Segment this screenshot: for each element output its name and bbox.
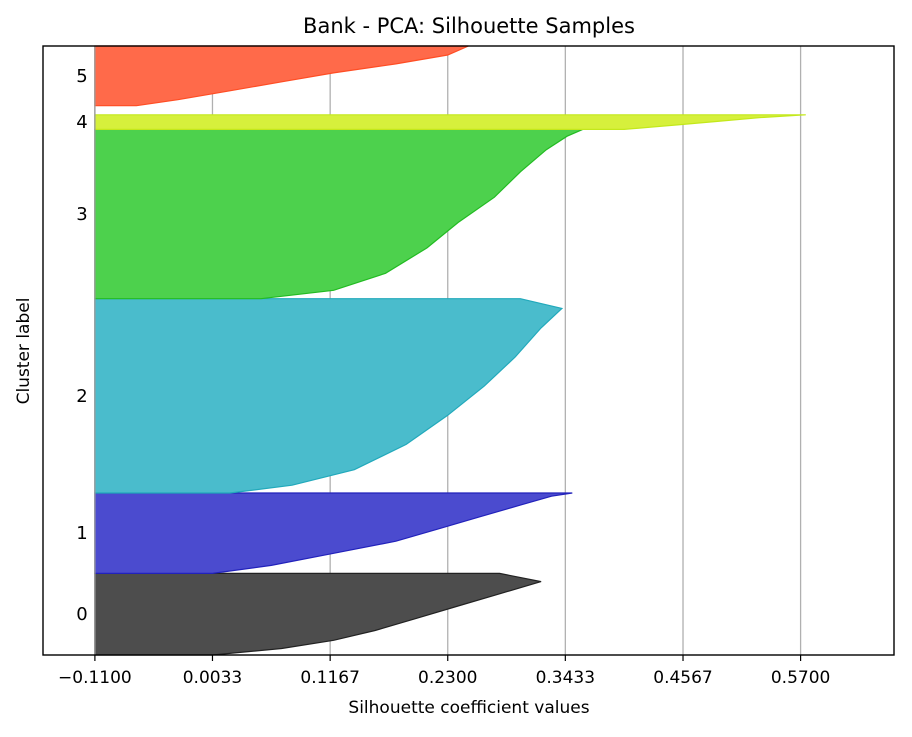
y-axis-label: Cluster label	[14, 298, 34, 405]
x-tick-label-3: 0.2300	[418, 668, 477, 688]
x-tick-label-6: 0.5700	[771, 668, 830, 688]
chart-title: Bank - PCA: Silhouette Samples	[303, 14, 635, 38]
cluster-labels: 0 1 2 3 4 5	[76, 66, 87, 625]
x-tick-label-4: 0.3433	[536, 668, 595, 688]
cluster-label-3: 3	[76, 204, 87, 225]
cluster-label-5: 5	[76, 66, 87, 87]
cluster-5-silhouette	[94, 45, 469, 107]
cluster-0-silhouette	[94, 572, 542, 656]
clusters-layer	[94, 45, 806, 656]
plot-frame	[42, 45, 895, 656]
x-tick-label-2: 0.1167	[300, 668, 359, 688]
cluster-label-1: 1	[76, 523, 87, 544]
cluster-1-silhouette	[94, 492, 573, 574]
x-ticks: −0.1100 0.0033 0.1167 0.2300 0.3433 0.4567 0.5…	[58, 655, 830, 688]
x-tick-label-0: −0.1100	[58, 668, 132, 688]
cluster-3-silhouette	[94, 128, 583, 300]
cluster-2-silhouette	[94, 298, 564, 494]
x-tick-label-1: 0.0033	[183, 668, 242, 688]
x-tick-label-5: 0.4567	[653, 668, 712, 688]
cluster-label-2: 2	[76, 386, 87, 407]
cluster-4-silhouette	[94, 114, 806, 130]
x-axis-label: Silhouette coefficient values	[348, 698, 589, 718]
cluster-label-0: 0	[76, 604, 87, 625]
cluster-label-4: 4	[76, 112, 87, 133]
